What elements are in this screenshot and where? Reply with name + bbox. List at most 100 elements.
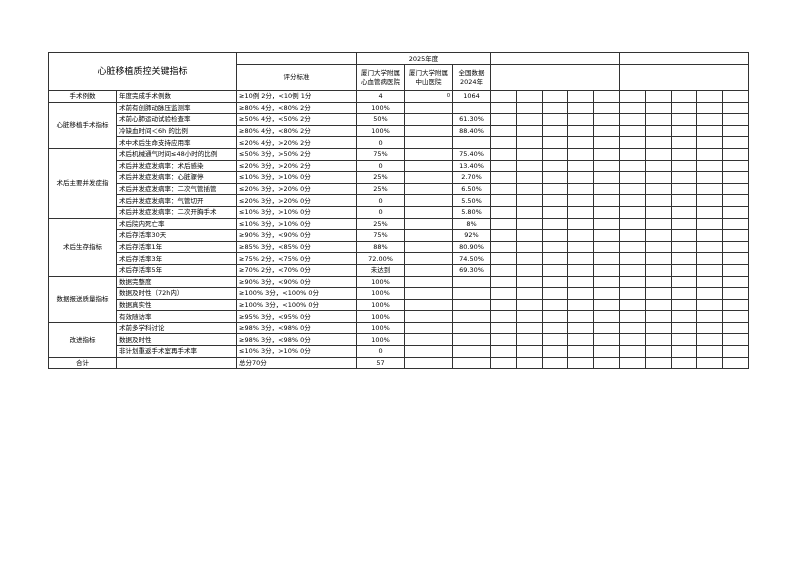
empty-cell	[593, 113, 620, 126]
empty-cell	[696, 229, 724, 242]
empty-cell	[567, 194, 595, 207]
value-hospital-2	[404, 298, 454, 312]
empty-cell	[541, 101, 569, 115]
value-hospital-1: 0	[356, 345, 406, 358]
empty-cell	[567, 321, 595, 335]
empty-cell	[515, 90, 543, 103]
column-header-line: 厦门大学附属	[409, 68, 449, 77]
table-title: 心脏移植质控关键指标	[47, 52, 238, 91]
empty-cell	[619, 90, 646, 103]
value-hospital-1: 100%	[356, 310, 406, 323]
standard: ≤20% 3分，>20% 0分	[236, 182, 358, 196]
value-hospital-1: 72.00%	[356, 252, 406, 265]
value-national: 69.30%	[452, 263, 492, 277]
empty-cell	[722, 205, 749, 219]
table-row: 评分标准 厦门大学附属 心血管病医院 厦门大学附属 中山医院 全国数据 2024年	[49, 64, 749, 91]
empty-cell	[593, 240, 620, 254]
indicator: 术后并发症发病率：术后感染	[115, 159, 238, 173]
table-row: 数据报送质量指标 数据完整度 ≥90% 3分，<90% 0分 100%	[48, 275, 749, 323]
empty-cell	[593, 171, 620, 184]
empty-cell	[515, 345, 543, 358]
group-name: 手术例数	[48, 90, 117, 103]
empty-cell	[644, 171, 672, 184]
empty-cell	[644, 101, 672, 115]
empty-cell	[722, 217, 749, 231]
empty-cell	[490, 113, 517, 126]
empty-cell	[515, 101, 543, 115]
empty-cell	[567, 298, 595, 312]
indicator: 术后存活率1年	[115, 240, 238, 254]
indicator: 术前有创肺动脉压监测率	[115, 101, 238, 115]
value-hospital-2	[404, 171, 454, 184]
empty-cell	[644, 298, 672, 312]
empty-cell	[722, 333, 749, 347]
standard: ≤20% 3分，>20% 2分	[236, 159, 358, 173]
empty-cell	[567, 124, 595, 138]
empty-cell	[567, 147, 595, 161]
empty-cell	[722, 240, 749, 254]
value-national: 6.50%	[452, 182, 492, 196]
table-row: 有效随访率 ≥95% 3分，<95% 0分 100%	[49, 310, 749, 323]
empty-cell	[490, 136, 517, 149]
value-hospital-1: 0	[356, 159, 406, 173]
empty-cell	[644, 310, 672, 323]
table-row: 手术例数 年度完成手术例数 ≥10例 2分，<10例 1分 4 0 1064	[48, 90, 749, 103]
value-hospital-1: 25%	[356, 217, 406, 231]
empty-cell	[619, 298, 646, 312]
empty-cell	[490, 52, 620, 65]
column-header: 评分标准	[236, 64, 358, 91]
empty-cell	[644, 321, 672, 335]
year-header: 2025年度	[356, 52, 492, 65]
value-national	[452, 321, 492, 335]
value-hospital-2	[404, 252, 454, 265]
empty-cell	[541, 252, 569, 265]
empty-cell	[722, 182, 749, 196]
empty-cell	[670, 263, 698, 277]
empty-cell	[541, 287, 569, 300]
empty-cell	[619, 229, 646, 242]
indicator: 冷缺血时间＜6h 的比例	[115, 124, 238, 138]
standard: ≤10% 3分，>10% 0分	[236, 205, 358, 219]
empty-cell	[515, 147, 543, 161]
empty-cell	[541, 171, 569, 184]
table-row: 数据真实性 ≥100% 3分，<100% 0分 100%	[49, 298, 749, 312]
standard: ≤10% 3分，>10% 0分	[236, 345, 358, 358]
empty-cell	[515, 205, 543, 219]
indicator: 术后并发症发病率：二次开胸手术	[115, 205, 238, 219]
empty-cell	[670, 147, 698, 161]
empty-cell	[696, 321, 724, 335]
empty-cell	[515, 287, 543, 300]
value-hospital-1: 88%	[356, 240, 406, 254]
empty-cell	[593, 275, 620, 289]
empty-cell	[541, 298, 569, 312]
table-row: 术后存活率3年 ≥75% 2分，<75% 0分 72.00% 74.50%	[49, 252, 749, 265]
indicator: 术中术后生命支持应用率	[115, 136, 238, 149]
value-hospital-2: 0	[404, 90, 454, 103]
empty-cell	[644, 356, 672, 370]
empty-cell	[490, 252, 517, 265]
empty-cell	[670, 171, 698, 184]
empty-cell	[593, 229, 620, 242]
empty-cell	[593, 101, 620, 115]
standard: ≤10% 3分，>10% 0分	[236, 171, 358, 184]
value-hospital-2	[404, 229, 454, 242]
empty-cell	[490, 194, 517, 207]
empty-cell	[619, 263, 646, 277]
value-hospital-2	[404, 310, 454, 323]
standard: ≤20% 3分，>20% 0分	[236, 194, 358, 207]
value-hospital-2	[404, 147, 454, 161]
empty-cell	[696, 205, 724, 219]
standard: ≥85% 3分，<85% 0分	[236, 240, 358, 254]
empty-cell	[593, 159, 620, 173]
empty-cell	[515, 217, 543, 231]
column-header-line: 心血管病医院	[361, 77, 401, 86]
empty-cell	[696, 171, 724, 184]
empty-cell	[490, 263, 517, 277]
empty-cell	[644, 159, 672, 173]
table-row: 术后并发症发病率：心脏骤停 ≤10% 3分，>10% 0分 25% 2.70%	[49, 171, 749, 184]
value-national: 13.40%	[452, 159, 492, 173]
table-row: 数据及时性 ≥98% 3分，<98% 0分 100%	[49, 333, 749, 347]
table-row: 术后并发症发病率：二次开胸手术 ≤10% 3分，>10% 0分 0 5.80%	[49, 205, 749, 219]
value-national	[452, 345, 492, 358]
